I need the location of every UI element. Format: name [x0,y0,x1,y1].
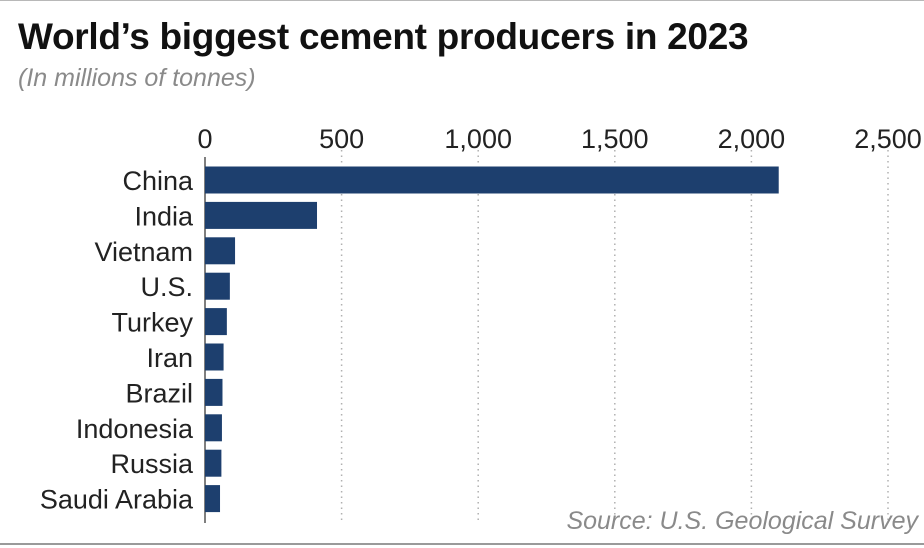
bar [205,201,318,229]
category-label: Iran [146,343,193,373]
bar [205,378,223,406]
bar [205,237,236,265]
category-label: China [122,166,194,196]
x-tick-label: 1,500 [581,124,649,154]
top-rule [0,0,924,1]
x-tick-label: 2,500 [854,124,922,154]
bar [205,343,224,371]
bar [205,166,779,194]
bar [205,485,221,513]
chart-title: World’s biggest cement producers in 2023 [18,16,749,57]
bar [205,308,227,336]
category-label: Russia [110,449,194,479]
category-label: Vietnam [94,237,193,267]
category-label: Turkey [111,308,193,338]
category-label: Brazil [125,378,193,408]
category-label: Indonesia [76,414,194,444]
x-tick-label: 2,000 [718,124,786,154]
bar [205,272,230,300]
category-label: India [134,201,194,231]
bottom-rule [0,543,924,545]
x-tick-label: 0 [197,124,212,154]
bar [205,449,222,477]
bar [205,414,222,442]
chart-subtitle: (In millions of tonnes) [18,64,256,92]
category-label: U.S. [140,272,193,302]
x-tick-label: 500 [319,124,364,154]
x-tick-label: 1,000 [444,124,512,154]
source-note: Source: U.S. Geological Survey [566,507,918,535]
category-label: Saudi Arabia [40,485,194,515]
